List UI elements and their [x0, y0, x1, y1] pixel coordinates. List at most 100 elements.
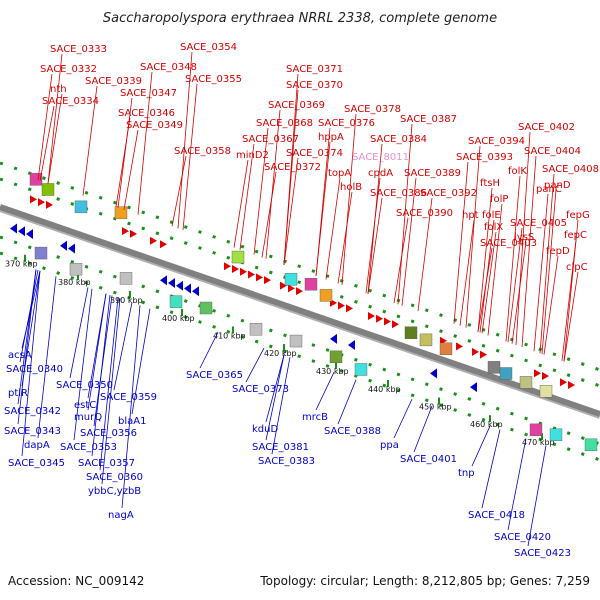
top-gene-label: folP — [490, 194, 508, 205]
bottom-gene-label: SACE_0345 — [8, 458, 65, 469]
top-leader-line — [561, 239, 577, 361]
top-leader-line — [533, 193, 549, 352]
reverse-gene-arrow — [68, 243, 75, 254]
gene-labels: SACE_0333SACE_0332nthSACE_0334SACE_0339S… — [4, 42, 599, 559]
gene-box — [404, 326, 418, 339]
top-leader-line — [265, 109, 281, 259]
top-gene-label: SACE_0347 — [120, 88, 177, 99]
top-leader-line — [543, 255, 559, 355]
gene-box — [529, 423, 543, 437]
kbp-label: 390 kbp — [110, 296, 143, 305]
top-gene-label: SACE_0332 — [40, 64, 97, 75]
kbp-label: 400 kbp — [162, 314, 195, 323]
top-leader-line — [393, 217, 409, 303]
gene-box — [354, 363, 368, 376]
top-gene-label: SACE_0392 — [420, 188, 477, 199]
top-leader-line — [521, 155, 537, 348]
top-leader-line — [239, 143, 255, 250]
top-gene-label: SACE_0402 — [518, 122, 575, 133]
bottom-leader-line — [245, 347, 265, 383]
top-leader-line — [315, 141, 331, 277]
bottom-gene-label: SACE_0359 — [100, 392, 157, 403]
gene-box — [519, 376, 533, 389]
bottom-leader-line — [99, 297, 119, 471]
bottom-gene-label: kduD — [252, 424, 278, 435]
bottom-leader-line — [131, 308, 151, 415]
top-leader-line — [337, 191, 353, 284]
reverse-gene-arrow — [160, 275, 167, 286]
gene-box — [419, 333, 433, 347]
genome-summary-text: Topology: circular; Length: 8,212,805 bp… — [259, 574, 590, 588]
top-gene-label: SACE_0370 — [286, 80, 343, 91]
bottom-leader-line — [471, 425, 491, 467]
forward-gene-arrow — [30, 195, 37, 204]
kbp-label: 450 kbp — [419, 403, 452, 412]
top-gene-label: SACE_0390 — [396, 208, 453, 219]
gene-box — [74, 200, 88, 214]
gene-box — [549, 428, 563, 441]
top-gene-label: SACE_0404 — [524, 146, 581, 157]
gene-box — [249, 323, 263, 336]
top-gene-label: SACE_0386 — [370, 188, 427, 199]
bottom-gene-label: dapA — [24, 440, 50, 451]
bottom-gene-label: estC — [74, 400, 96, 411]
top-gene-label: SACE_0403 — [480, 238, 537, 249]
guide-dots-row-1 — [0, 161, 600, 372]
gene-box — [41, 183, 55, 196]
top-leader-line — [417, 197, 433, 312]
forward-gene-arrow — [122, 227, 129, 236]
bottom-leader-line — [21, 270, 41, 457]
highlight-gene-label: SACE_8011 — [352, 152, 409, 163]
bottom-gene-label: SACE_0360 — [86, 472, 143, 483]
bottom-leader-line — [101, 298, 121, 485]
top-gene-label: minD2 — [236, 150, 269, 161]
top-leader-line — [283, 157, 299, 266]
top-leader-line — [39, 105, 55, 181]
top-leader-line — [505, 175, 521, 342]
top-leader-line — [177, 51, 193, 229]
reverse-gene-arrow — [330, 333, 337, 344]
kbp-label: 460 kbp — [470, 420, 503, 429]
top-leader-line — [47, 53, 63, 184]
forward-gene-arrow — [150, 236, 157, 245]
bottom-gene-label: mrcB — [302, 412, 328, 423]
gene-box — [199, 301, 213, 315]
top-leader-line — [117, 97, 133, 208]
top-leader-line — [182, 83, 198, 231]
top-leader-line — [47, 93, 63, 184]
top-gene-label: ftsH — [480, 178, 500, 189]
top-gene-label: SACE_0346 — [118, 108, 175, 119]
bottom-gene-label: SACE_0340 — [6, 364, 63, 375]
bottom-leader-line — [69, 287, 89, 379]
bottom-leader-line — [393, 398, 413, 439]
forward-gene-arrow — [256, 273, 263, 282]
top-leader-line — [541, 189, 557, 355]
bottom-leader-line — [527, 445, 547, 547]
top-gene-label: folE — [482, 210, 501, 221]
top-leader-line — [477, 187, 493, 332]
top-leader-line — [325, 177, 341, 280]
bottom-leader-line — [265, 354, 285, 423]
forward-gene-arrow — [232, 265, 239, 274]
bottom-gene-label: SACE_0381 — [252, 442, 309, 453]
top-gene-label: SACE_0376 — [318, 118, 375, 129]
top-gene-label: clpC — [566, 262, 588, 273]
bottom-gene-label: SACE_0383 — [258, 456, 315, 467]
top-leader-line — [261, 171, 277, 258]
bottom-gene-label: ptlR — [8, 388, 28, 399]
top-leader-line — [171, 155, 187, 227]
bottom-leader-line — [507, 438, 527, 531]
kbp-ticks: 370 kbp 380 kbp 390 kbp 400 kbp 410 kbp 420 k… — [5, 254, 555, 447]
top-leader-line — [367, 197, 383, 295]
forward-gene-arrow — [376, 314, 383, 323]
top-gene-label: SACE_0339 — [85, 76, 142, 87]
bottom-gene-label: murQ — [74, 412, 102, 423]
top-leader-line — [115, 117, 131, 208]
forward-gene-arrow — [280, 281, 287, 290]
top-gene-label: SACE_0393 — [456, 152, 513, 163]
top-gene-label: SACE_0374 — [286, 148, 343, 159]
forward-gene-arrow — [384, 317, 391, 326]
forward-gene-arrow — [534, 369, 541, 378]
top-leader-line — [481, 231, 497, 334]
top-leader-line — [37, 73, 53, 181]
